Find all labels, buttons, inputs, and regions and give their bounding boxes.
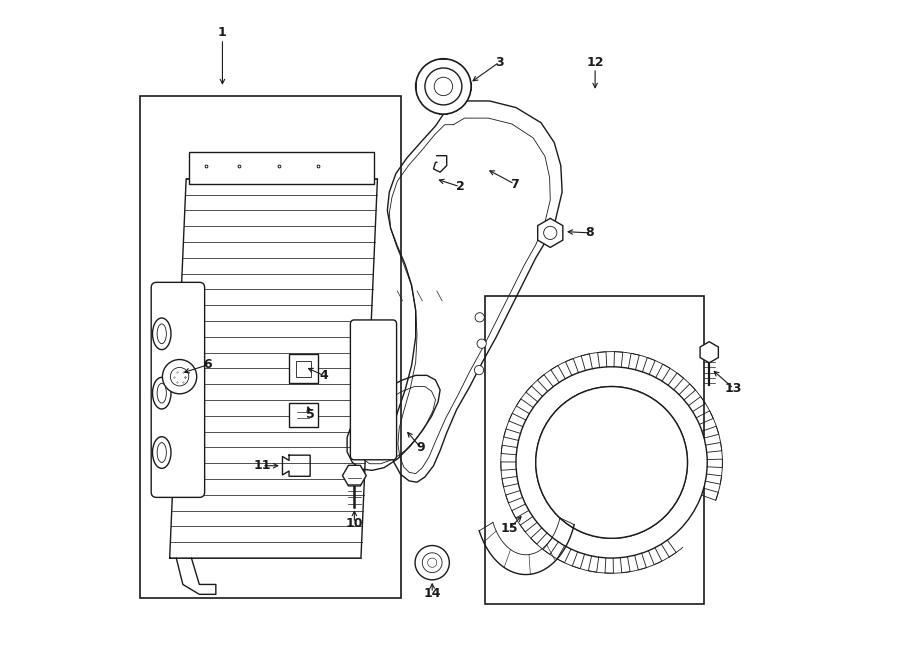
Ellipse shape [158,443,166,463]
Ellipse shape [152,437,171,469]
Text: 13: 13 [724,382,742,395]
Ellipse shape [152,377,171,409]
Circle shape [475,313,484,322]
Bar [289,354,318,383]
Circle shape [170,368,189,386]
Circle shape [416,59,471,114]
Text: 6: 6 [203,358,212,371]
Bar [190,153,374,184]
Text: 15: 15 [500,522,518,535]
Text: 10: 10 [346,517,363,529]
Circle shape [544,226,557,239]
Circle shape [425,68,462,105]
Circle shape [536,387,688,538]
Text: 9: 9 [417,442,426,454]
Bar [296,361,311,377]
Bar [485,295,704,604]
Bar [289,403,318,427]
Ellipse shape [158,324,166,344]
Text: 14: 14 [423,586,441,600]
Circle shape [434,77,453,96]
Circle shape [422,553,442,572]
Ellipse shape [158,383,166,403]
Text: 5: 5 [306,408,314,422]
Text: 12: 12 [587,56,604,69]
Circle shape [428,558,436,567]
Text: 2: 2 [455,180,464,193]
Circle shape [477,339,486,348]
Circle shape [474,366,483,375]
Text: 4: 4 [319,369,328,382]
Circle shape [162,360,197,394]
Text: 7: 7 [510,178,519,190]
Circle shape [415,545,449,580]
Text: 11: 11 [253,459,271,472]
FancyBboxPatch shape [151,282,204,497]
Ellipse shape [152,318,171,350]
FancyBboxPatch shape [350,320,397,460]
Text: 1: 1 [218,26,227,39]
Text: 3: 3 [495,56,504,69]
Text: 8: 8 [586,226,594,239]
Bar [140,97,400,598]
